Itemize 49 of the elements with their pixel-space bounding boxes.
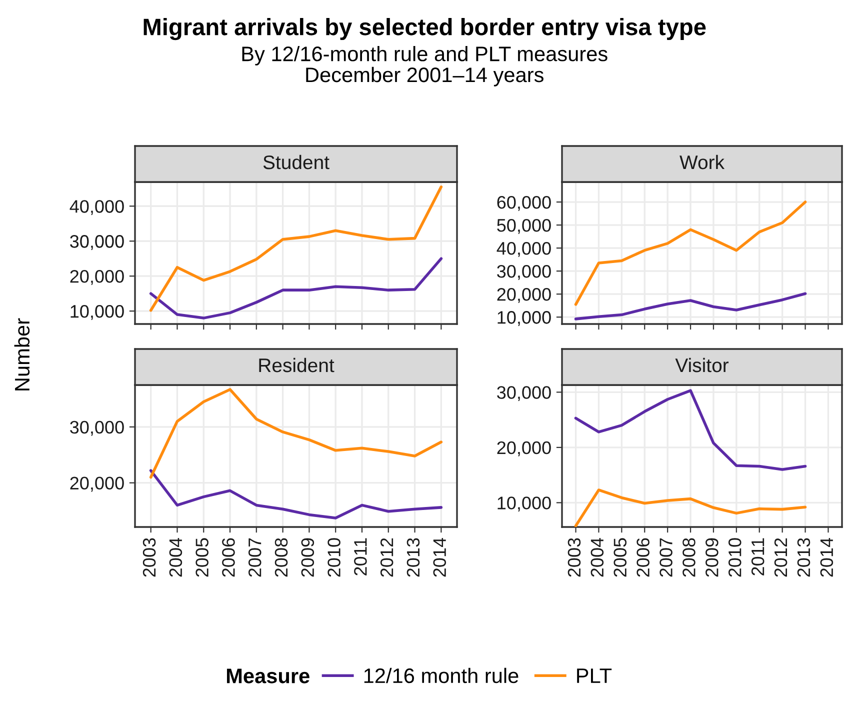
y-tick-label: 20,000 (497, 441, 551, 456)
y-tick-label: 40,000 (496, 242, 551, 257)
y-tick-label: 10,000 (70, 304, 124, 320)
y-tick-label: 30,000 (497, 265, 551, 280)
text: By 12/16-month rule and PLT measures December 2001–14 years (242, 46, 608, 86)
x-tick-label: 2005 (614, 538, 627, 577)
y-tick-label: 10,000 (498, 311, 551, 326)
x-tick-label: 2006 (222, 538, 235, 577)
y-tick-label: 20,000 (497, 288, 551, 303)
legend-label: PLT (577, 668, 612, 683)
x-tick-label: 2006 (636, 538, 650, 577)
x-tick-label: 2004 (169, 538, 182, 577)
y-tick-label: 10,000 (498, 496, 551, 512)
x-tick-label: 2008 (682, 538, 696, 577)
y-tick-label: 20,000 (70, 476, 124, 492)
x-tick-label: 2013 (406, 538, 420, 577)
text: Migrant arrivals by selected border entry visa type (144, 18, 706, 40)
x-tick-label: 2005 (196, 538, 208, 577)
y-tick-label: 50,000 (497, 218, 551, 234)
x-tick-label: 2009 (706, 538, 718, 577)
x-tick-label: 2004 (590, 538, 604, 577)
y-tick-label: 20,000 (70, 270, 124, 285)
chart-title: Resident (259, 358, 334, 372)
x-tick-label: 2012 (774, 538, 788, 577)
chart-title: Student (263, 154, 330, 170)
x-tick-label: 2008 (274, 538, 288, 577)
x-tick-label: 2013 (797, 538, 810, 577)
x-tick-label: 2012 (380, 538, 394, 577)
x-tick-label: 2010 (728, 538, 742, 577)
x-tick-label: 2003 (568, 538, 581, 577)
y-tick-label: 30,000 (70, 420, 124, 436)
x-tick-label: 2003 (142, 538, 156, 577)
chart-title: Visitor (675, 358, 729, 372)
legend-title: Measure (226, 668, 310, 684)
x-tick-label: 2011 (354, 538, 367, 576)
x-tick-label: 2010 (328, 538, 340, 577)
x-tick-label: 2009 (301, 538, 314, 577)
x-tick-label: 2011 (751, 538, 764, 576)
y-tick-label: 30,000 (70, 235, 124, 250)
y-tick-label: 30,000 (497, 386, 551, 402)
legend-label: 12/16 month rule (364, 668, 518, 684)
y-axis-title: Number (14, 318, 30, 390)
x-tick-label: 2014 (433, 538, 446, 577)
x-tick-label: 2007 (660, 538, 672, 577)
chart-title: Work (680, 154, 725, 170)
x-tick-label: 2014 (820, 538, 834, 577)
y-tick-label: 40,000 (70, 200, 124, 215)
x-tick-label: 2007 (248, 538, 262, 577)
y-tick-label: 60,000 (497, 196, 551, 211)
